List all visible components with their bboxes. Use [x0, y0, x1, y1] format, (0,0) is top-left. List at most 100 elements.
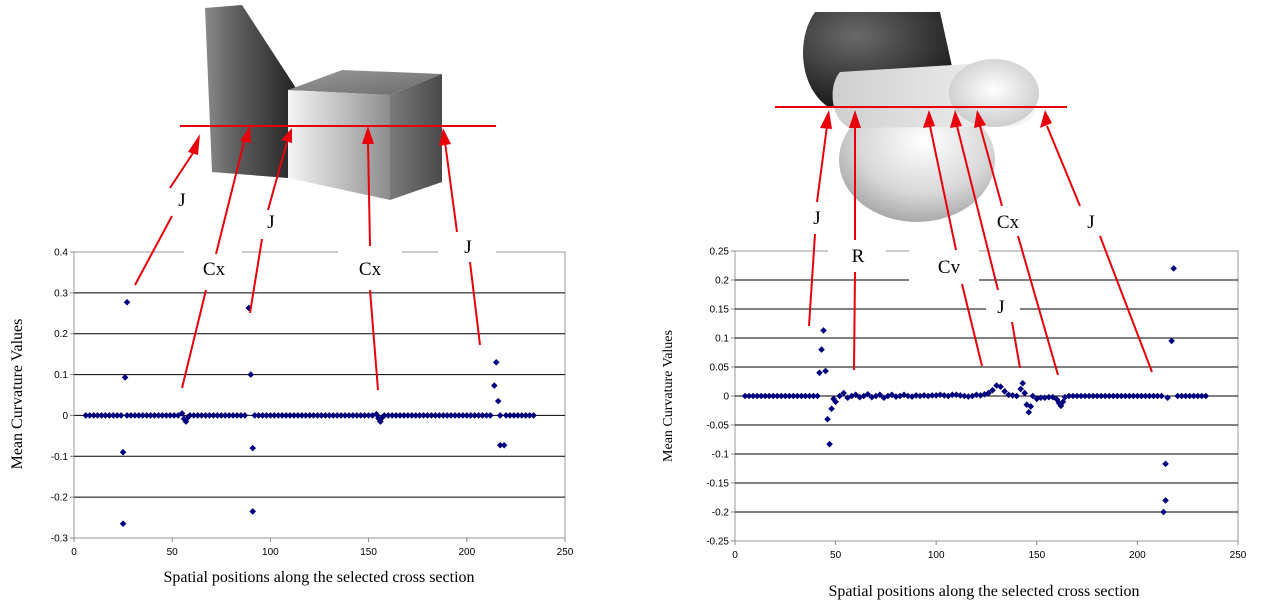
data-point: [522, 412, 530, 419]
data-point: [392, 412, 400, 419]
data-point: [526, 412, 533, 419]
data-point: [483, 412, 490, 419]
data-point: [131, 412, 139, 419]
data-point: [777, 392, 785, 400]
data-point: [741, 392, 749, 400]
annotation-cv: Cv: [938, 257, 961, 278]
data-point: [1134, 392, 1141, 400]
data-point: [436, 412, 443, 419]
x-tick-label: 50: [830, 550, 842, 561]
data-point: [487, 412, 494, 419]
data-point: [1077, 392, 1085, 400]
data-point: [463, 412, 471, 419]
data-point: [263, 412, 270, 419]
data-point: [1146, 392, 1153, 400]
y-tick-labels-right: -0.25 -0.2 -0.15 -0.1 -0.05 0 0.05 0.1 0.15 0.2 0.…: [706, 247, 729, 548]
data-point: [1158, 392, 1165, 400]
data-point: [274, 412, 282, 419]
data-point: [1059, 398, 1067, 406]
data-point: [443, 412, 451, 419]
annotation-cx-1: Cx: [203, 259, 226, 280]
data-point: [1019, 379, 1027, 387]
data-point: [447, 412, 455, 419]
data-point: [969, 392, 976, 400]
data-point: [1174, 392, 1181, 400]
x-tick-label: 200: [458, 547, 475, 558]
data-point: [170, 412, 178, 419]
data-point: [852, 391, 860, 399]
data-point: [953, 391, 960, 399]
annotation-lines-left: [134, 137, 481, 391]
data-point: [119, 520, 127, 527]
data-point: [1190, 392, 1198, 400]
data-point: [884, 392, 892, 400]
data-point: [428, 412, 435, 419]
data-point: [117, 412, 125, 419]
data-point: [977, 392, 984, 399]
data-point: [820, 327, 827, 334]
data-point: [1160, 508, 1167, 516]
data-point: [180, 415, 188, 422]
data-point: [924, 392, 932, 400]
data-point: [278, 412, 286, 419]
data-points-left: [82, 298, 537, 527]
x-tick-label: 0: [71, 547, 77, 558]
data-point: [166, 412, 174, 419]
data-point: [802, 392, 809, 400]
y-tick-label: 0.2: [54, 329, 68, 340]
data-point: [345, 412, 353, 419]
data-point: [123, 412, 131, 419]
annotation-lines-right: [808, 125, 1153, 376]
data-point: [798, 392, 805, 400]
y-tick-label: 0.15: [710, 305, 730, 316]
data-point: [349, 412, 357, 419]
data-point: [1069, 392, 1077, 400]
data-point: [90, 412, 97, 419]
data-point: [98, 412, 105, 419]
data-point: [82, 412, 90, 419]
data-point: [828, 405, 835, 413]
y-tick-label: -0.3: [51, 534, 69, 545]
data-point: [471, 412, 478, 419]
data-point: [186, 412, 194, 419]
data-point: [251, 412, 258, 419]
data-point: [467, 412, 475, 419]
data-point: [455, 412, 463, 419]
data-point: [123, 298, 131, 306]
data-point: [119, 448, 127, 456]
y-axis-title-right: Mean Curvature Values: [661, 330, 676, 462]
data-point: [1138, 392, 1145, 400]
data-point: [475, 412, 482, 419]
data-point: [357, 412, 365, 419]
annotation-j-6: J: [1087, 212, 1094, 233]
data-point: [365, 412, 372, 419]
data-point: [822, 367, 829, 375]
annotations-left: J Cx J Cx J: [163, 184, 496, 290]
y-tick-label: -0.25: [706, 537, 729, 548]
y-tick-label: -0.1: [51, 452, 69, 463]
data-point: [510, 412, 518, 419]
data-point: [936, 391, 944, 399]
data-point: [948, 391, 956, 399]
data-point: [932, 392, 940, 399]
data-point: [420, 412, 427, 419]
data-point: [214, 412, 221, 419]
data-point: [876, 391, 884, 399]
data-point: [761, 392, 769, 400]
data-point: [1097, 392, 1105, 400]
data-point: [384, 412, 392, 419]
data-point: [920, 392, 928, 399]
data-point: [1198, 392, 1206, 400]
data-point: [500, 441, 508, 449]
data-point: [106, 412, 113, 419]
data-point: [459, 412, 467, 419]
data-point: [432, 412, 439, 419]
data-point: [379, 414, 386, 421]
y-tick-label: 0.25: [710, 247, 730, 258]
data-point: [247, 371, 255, 378]
data-point: [416, 412, 423, 419]
data-point: [1093, 392, 1101, 400]
data-point: [267, 412, 274, 419]
data-point: [888, 391, 896, 399]
